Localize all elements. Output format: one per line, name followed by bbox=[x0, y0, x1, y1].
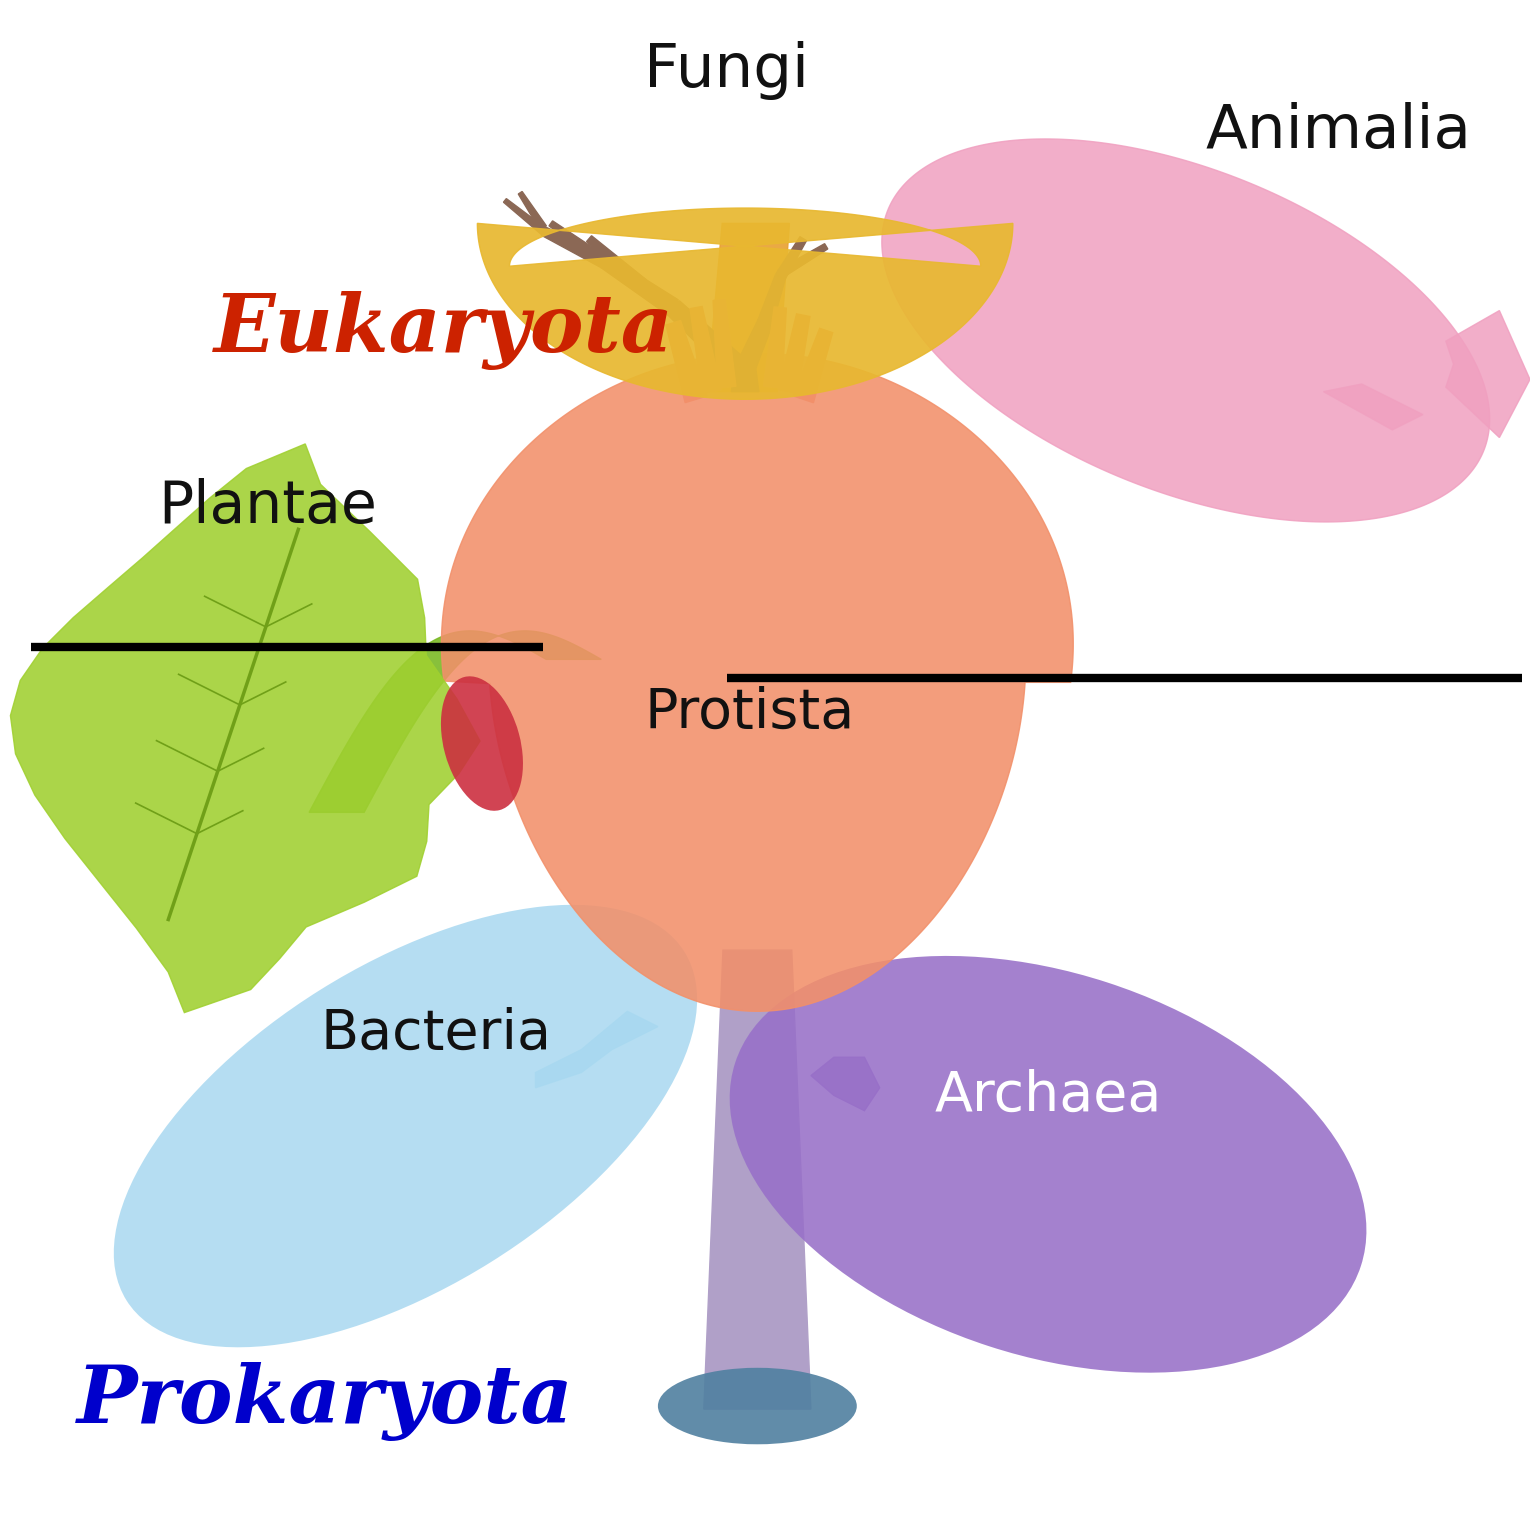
Polygon shape bbox=[757, 276, 785, 325]
Polygon shape bbox=[11, 445, 480, 1013]
Polygon shape bbox=[690, 307, 721, 394]
Polygon shape bbox=[779, 314, 809, 394]
Polygon shape bbox=[536, 1012, 658, 1088]
Polygon shape bbox=[713, 299, 736, 388]
Ellipse shape bbox=[658, 1367, 857, 1444]
Polygon shape bbox=[503, 199, 546, 235]
Polygon shape bbox=[586, 236, 647, 290]
Polygon shape bbox=[442, 354, 1073, 1012]
Polygon shape bbox=[519, 192, 546, 230]
Polygon shape bbox=[707, 224, 789, 391]
Polygon shape bbox=[667, 300, 747, 377]
Polygon shape bbox=[477, 208, 1013, 399]
Polygon shape bbox=[1446, 311, 1530, 437]
Text: Animalia: Animalia bbox=[1206, 103, 1472, 161]
Text: Prokaryota: Prokaryota bbox=[76, 1361, 574, 1441]
Polygon shape bbox=[309, 632, 601, 812]
Text: Protista: Protista bbox=[644, 685, 855, 740]
Polygon shape bbox=[736, 320, 773, 373]
Text: Eukaryota: Eukaryota bbox=[214, 291, 675, 369]
Polygon shape bbox=[793, 328, 832, 403]
Text: Fungi: Fungi bbox=[644, 41, 809, 100]
Polygon shape bbox=[763, 307, 786, 388]
Polygon shape bbox=[881, 140, 1490, 521]
Polygon shape bbox=[1323, 383, 1423, 429]
Polygon shape bbox=[704, 950, 811, 1409]
Polygon shape bbox=[666, 320, 707, 403]
Text: Plantae: Plantae bbox=[158, 478, 378, 535]
Polygon shape bbox=[776, 236, 806, 279]
Text: Bacteria: Bacteria bbox=[321, 1007, 551, 1061]
Polygon shape bbox=[777, 244, 828, 277]
Polygon shape bbox=[731, 369, 759, 391]
Polygon shape bbox=[601, 256, 678, 316]
Ellipse shape bbox=[113, 904, 698, 1348]
Text: Archaea: Archaea bbox=[935, 1069, 1161, 1122]
Polygon shape bbox=[811, 1058, 880, 1111]
Polygon shape bbox=[542, 227, 607, 268]
Ellipse shape bbox=[441, 676, 523, 811]
Ellipse shape bbox=[730, 957, 1366, 1372]
Polygon shape bbox=[549, 221, 607, 265]
